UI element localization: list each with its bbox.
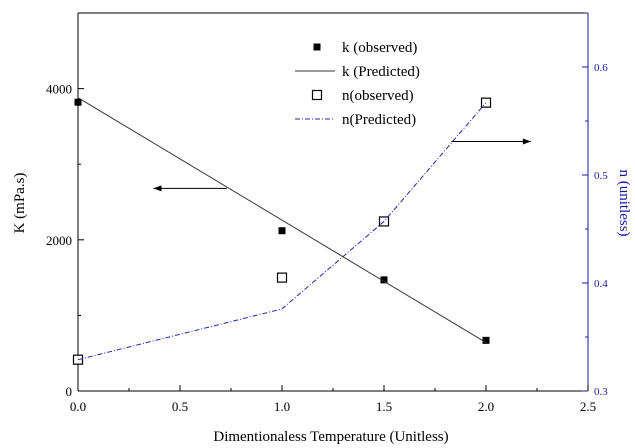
x-axis-label: Dimentionaless Temperature (Unitless) [213,429,448,445]
series-1-line [77,97,487,344]
y-right-tick-label: 0.3 [594,386,608,398]
series-0-point [278,227,286,235]
x-tick-label: 0.5 [172,399,188,414]
x-tick-label: 2.0 [478,399,494,414]
x-tick-label: 0.0 [70,399,86,414]
legend-label: n(observed) [342,88,414,104]
y-left-tick-label: 4000 [46,82,72,97]
y-right-tick-label: 0.6 [594,62,608,74]
series-0-point [74,98,82,106]
x-tick-label: 2.5 [580,399,596,414]
y-axis-left-label: K (mPa.s) [12,173,28,234]
arrow-1-head [522,138,531,145]
legend-symbol-filled-square [313,43,321,51]
series-2-point [276,272,288,283]
arrow-0-head [153,185,162,192]
x-tick-label: 1.0 [274,399,290,414]
legend: k (observed) k (Predicted) n(observed) n(Pr… [295,40,420,128]
legend-label: k (observed) [342,40,417,56]
series-3-line [77,102,487,361]
legend-symbol-open-square [311,89,323,101]
y-axis-left: 0 2000 4000 [46,12,84,399]
y-right-tick-label: 0.4 [594,278,608,290]
legend-label: k (Predicted) [342,64,420,80]
legend-label: n(Predicted) [342,112,416,128]
series-layer [72,97,492,365]
x-tick-label: 1.5 [376,399,392,414]
y-right-tick-label: 0.5 [594,170,608,182]
x-axis: 0.0 0.5 1.0 1.5 2.0 2.5 [70,385,596,414]
y-left-tick-label: 0 [66,384,73,399]
y-axis-right-label: n (unitless) [616,169,632,236]
y-axis-right: 0.3 0.4 0.5 0.6 [582,12,608,398]
series-0-point [482,336,490,344]
annotation-arrows [153,138,531,192]
series-0-point [380,276,388,284]
y-left-tick-label: 2000 [46,233,72,248]
plot-frame [77,12,589,392]
